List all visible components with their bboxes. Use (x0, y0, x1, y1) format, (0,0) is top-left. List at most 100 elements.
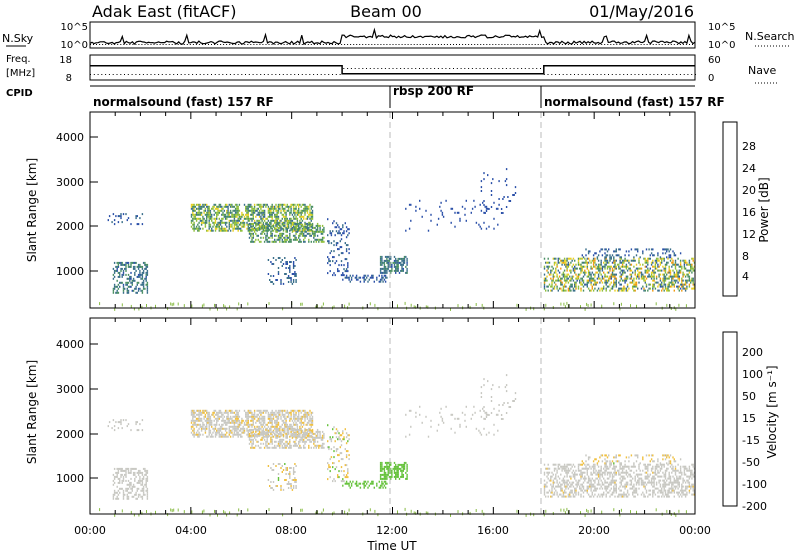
power-cell (610, 256, 612, 259)
velocity-cell (271, 469, 273, 471)
ground-scatter-cell (377, 307, 379, 311)
power-cell (203, 221, 205, 224)
velocity-cell (275, 427, 277, 430)
velocity-cell (329, 458, 331, 461)
power-cell (585, 254, 587, 257)
power-cell (579, 279, 581, 282)
nave-tick-60: 60 (708, 55, 721, 66)
power-cell (305, 222, 307, 225)
velocity-cell (125, 467, 127, 470)
power-cell (691, 287, 693, 290)
power-cell (276, 213, 278, 216)
ground-scatter-cell (563, 302, 565, 306)
power-cell (569, 287, 571, 290)
velocity-cell (195, 409, 198, 412)
freq-panel: Freq. [MHz] 18 8 60 0 Nave (6, 54, 778, 84)
velocity-cell (231, 431, 233, 434)
power-cell (581, 265, 583, 268)
power-cell (262, 205, 265, 208)
velocity-cell (250, 419, 252, 422)
ground-scatter-cell (191, 304, 193, 308)
nsearch-dot (543, 44, 545, 45)
power-cell (284, 224, 286, 227)
velocity-cell (308, 427, 310, 430)
power-cell (269, 213, 271, 216)
velocity-cell (363, 482, 365, 485)
power-cell (299, 232, 301, 235)
power-cell (146, 263, 149, 266)
power-cell (130, 263, 132, 266)
power-cell (397, 267, 399, 270)
power-cell (614, 281, 616, 284)
power-cell (383, 267, 386, 270)
power-cell (553, 287, 556, 290)
velocity-cell (116, 495, 118, 498)
power-cell (284, 219, 286, 222)
velocity-cell (282, 434, 285, 437)
power-cell (300, 213, 302, 216)
power-cell (329, 270, 331, 273)
nave-dot (180, 74, 182, 75)
power-cell (328, 260, 330, 263)
power-cell (255, 228, 257, 231)
power-cell (316, 228, 319, 231)
power-cell (613, 273, 615, 276)
power-cell (266, 223, 268, 226)
power-cell (645, 283, 648, 286)
velocity-cell (229, 421, 232, 424)
power-cell (566, 265, 568, 268)
velocity-cell (292, 417, 295, 420)
power-cell (275, 215, 277, 218)
power-cell (207, 205, 209, 208)
velocity-cell (391, 475, 393, 478)
power-cell (676, 279, 678, 282)
velocity-cell (304, 419, 306, 422)
power-cell (565, 261, 567, 264)
velocity-cell (285, 444, 287, 447)
velocity-cell (396, 469, 398, 472)
power-cell (633, 259, 635, 262)
power-cell (604, 248, 606, 251)
power-cell (229, 209, 232, 212)
power-cell (299, 203, 301, 206)
power-cell (262, 215, 265, 218)
velocity-cell (286, 428, 288, 431)
velocity-cell (238, 425, 241, 428)
velocity-cell (117, 493, 120, 496)
velocity-cell (352, 480, 354, 483)
power-cell (209, 225, 212, 228)
power-cell (644, 269, 646, 272)
cpid-bar: CPID normalsound (fast) 157 RF rbsp 200 … (6, 84, 725, 109)
velocity-cell (410, 409, 412, 412)
power-cell (611, 267, 614, 270)
power-cell (634, 281, 636, 284)
power-cell (594, 279, 596, 282)
power-cell (406, 267, 408, 270)
power-cell (122, 271, 125, 274)
power-cell (606, 267, 609, 270)
power-cell (295, 275, 297, 277)
power-cell (421, 215, 423, 218)
power-cell (190, 215, 193, 218)
nave-dot (502, 68, 504, 69)
velocity-cell (126, 467, 128, 470)
power-cell (504, 180, 507, 183)
power-cell (661, 257, 663, 260)
power-cell (372, 276, 374, 279)
power-cell (193, 213, 195, 216)
nave-dot (543, 74, 545, 75)
nsearch-dot (250, 44, 252, 45)
velocity-cell (120, 475, 122, 478)
power-cell (596, 277, 599, 280)
velocity-cell (299, 440, 301, 443)
velocity-cell (303, 431, 305, 434)
power-cell (234, 221, 237, 224)
power-cell (229, 225, 232, 228)
power-cell (611, 275, 614, 278)
nsearch-dot (307, 44, 309, 45)
power-cell (667, 285, 669, 288)
velocity-cell (295, 436, 297, 439)
velocity-cell (276, 436, 278, 439)
power-cell (221, 205, 223, 208)
power-cell (301, 228, 304, 231)
